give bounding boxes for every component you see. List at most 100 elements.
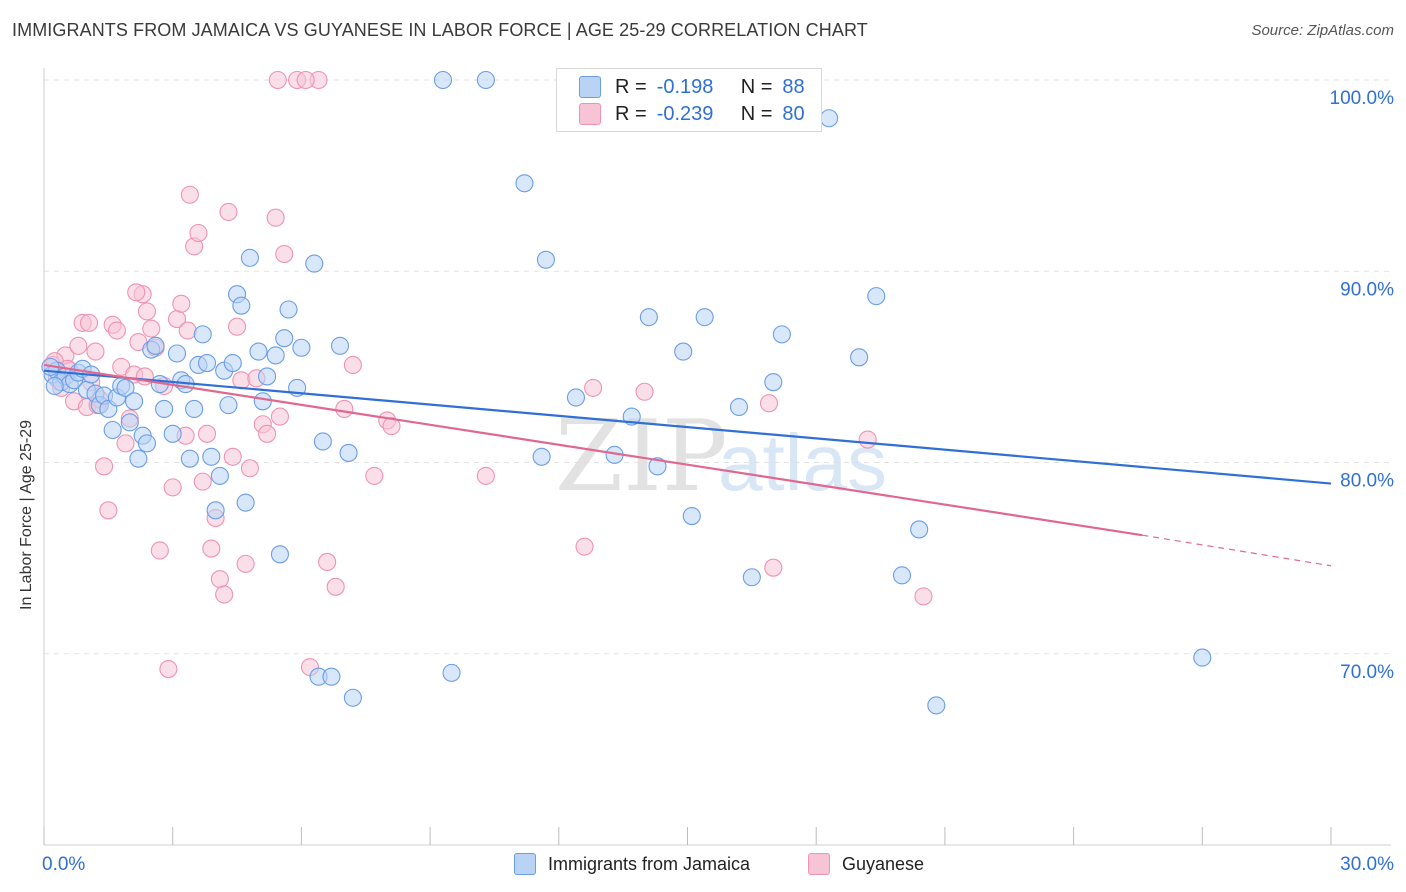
guyanese-point (137, 302, 157, 321)
jamaica-point (892, 566, 912, 585)
guyanese-point (759, 394, 779, 413)
jamaica-point (772, 325, 791, 344)
jamaica-point (927, 696, 946, 715)
zipatlas-watermark: ZIP atlas (555, 400, 887, 514)
jamaica-point (729, 397, 749, 417)
guyanese-point (232, 371, 251, 390)
jamaica-point (322, 667, 341, 686)
jamaica-point (339, 443, 358, 462)
guyanese-point (178, 321, 197, 340)
jamaica-point (258, 367, 277, 386)
r-label: R = (615, 102, 647, 125)
jamaica-point (305, 254, 324, 273)
series-legend-jamaica: Immigrants from Jamaica (514, 852, 750, 876)
jamaica-point (146, 336, 165, 355)
jamaica-point (313, 432, 332, 451)
y-tick-label: 90.0% (1340, 279, 1394, 300)
jamaica-point (343, 688, 362, 707)
jamaica-point (206, 501, 225, 520)
jamaica-point (442, 663, 461, 682)
guyanese-point (858, 430, 877, 449)
guyanese-point (197, 424, 217, 443)
guyanese-point (270, 407, 290, 426)
guyanese-point (382, 417, 401, 436)
chart-title: IMMIGRANTS FROM JAMAICA VS GUYANESE IN L… (12, 20, 868, 40)
guyanese-point (236, 554, 255, 573)
guyanese-point (635, 382, 654, 401)
guyanese-point (228, 317, 247, 336)
source-credit: Source: ZipAtlas.com (1251, 22, 1394, 39)
x-tick-label-min: 0.0% (42, 854, 85, 875)
jamaica-point (330, 336, 350, 355)
jamaica-point (270, 545, 290, 564)
jamaica-point (45, 376, 64, 396)
r-value: -0.198 (656, 75, 714, 98)
jamaica-point (279, 300, 298, 319)
jamaica-point (648, 457, 667, 476)
jamaica-point (129, 449, 148, 468)
guyanese-point (79, 313, 99, 332)
y-tick-label: 80.0% (1340, 471, 1394, 492)
tick-labels: 70.0% 80.0% 90.0% 100.0% 0.0% 30.0% (42, 88, 1394, 875)
jamaica-point (116, 378, 135, 397)
jamaica-point (180, 449, 199, 468)
jamaica-point (232, 296, 251, 315)
guyanese-point (193, 472, 212, 491)
guyanese-point (127, 283, 146, 302)
guyanese-point (275, 244, 294, 264)
guyanese-point (764, 558, 783, 577)
y-axis-label: In Labor Force | Age 25-29 (18, 419, 35, 610)
n-value: 88 (782, 75, 805, 98)
guyanese-point (172, 294, 191, 313)
guyanese-point (150, 541, 169, 560)
jamaica-point (120, 413, 139, 432)
jamaica-point (167, 344, 187, 363)
axes (43, 68, 1391, 846)
guyanese-point (343, 355, 362, 375)
jamaica-trend-line (43, 369, 1332, 485)
jamaica-point (1193, 648, 1212, 667)
jamaica-point (476, 70, 495, 90)
jamaica-point (155, 399, 174, 419)
n-label: N = (740, 75, 773, 98)
guyanese-legend-swatch (808, 853, 830, 875)
jamaica-point (566, 388, 586, 407)
jamaica-point (125, 392, 144, 411)
guyanese-point (159, 659, 178, 679)
legend-row-jamaica: R = -0.198 N = 88 (579, 75, 805, 99)
y-tick-label: 70.0% (1340, 662, 1394, 683)
x-tick-label-max: 30.0% (1340, 854, 1394, 875)
correlation-legend: R = -0.198 N = 88 R = -0.239 N = 80 (556, 68, 822, 132)
jamaica-point (682, 506, 701, 526)
guyanese-point (326, 577, 345, 596)
guyanese-point (69, 336, 88, 355)
jamaica-point (850, 348, 869, 367)
guyanese-point (202, 539, 221, 558)
guyanese-point (365, 466, 384, 485)
jamaica-points (41, 70, 1212, 715)
y-tick-label: 100.0% (1330, 88, 1395, 109)
guyanese-trend-extension (1142, 534, 1332, 567)
guyanese-point (163, 478, 182, 497)
jamaica-point (695, 308, 714, 327)
jamaica-point (820, 109, 839, 128)
n-value: 80 (782, 102, 805, 125)
jamaica-point (515, 174, 534, 193)
jamaica-point (275, 329, 294, 348)
guyanese-point (107, 321, 126, 340)
jamaica-point (163, 424, 182, 443)
jamaica-point (253, 392, 272, 411)
guyanese-point (189, 223, 208, 243)
jamaica-point (674, 342, 693, 361)
guyanese-point (95, 457, 114, 476)
jamaica-legend-swatch (514, 853, 536, 875)
guyanese-point (335, 399, 354, 419)
jamaica-point (742, 568, 761, 587)
guyanese-point (116, 434, 135, 453)
jamaica-point (240, 248, 259, 267)
n-label: N = (740, 102, 773, 125)
jamaica-point (210, 466, 229, 485)
guyanese-point (86, 342, 105, 361)
guyanese-point (318, 552, 337, 572)
legend-row-guyanese: R = -0.239 N = 80 (579, 102, 805, 126)
